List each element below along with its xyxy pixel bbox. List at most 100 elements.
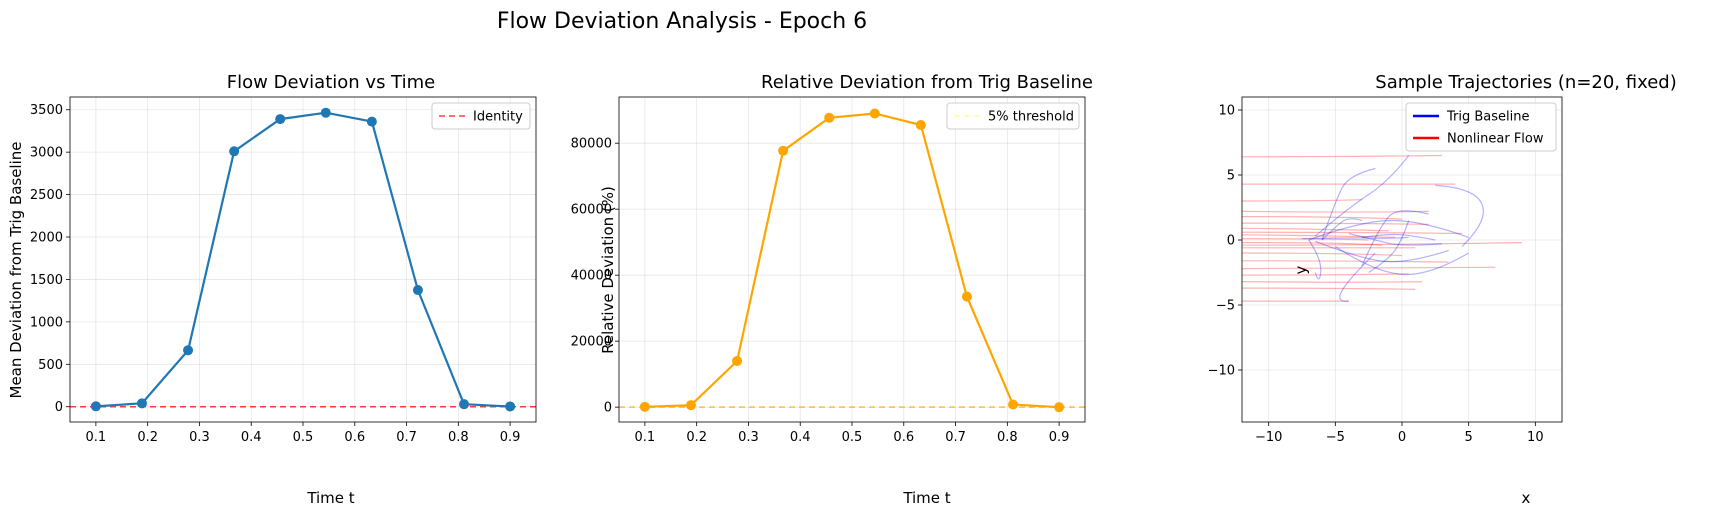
axes-frame — [69, 96, 537, 423]
trig-baseline-trajectory — [1308, 239, 1322, 280]
data-point — [90, 401, 101, 412]
trig-baseline-trajectory — [1315, 240, 1449, 263]
data-point — [136, 398, 147, 409]
x-tick-label: −10 — [1255, 430, 1282, 445]
nonlinear-flow-trajectory — [1242, 242, 1523, 246]
data-point — [961, 291, 972, 302]
y-tick-label: 1000 — [30, 315, 63, 330]
panel-relative-deviation: Relative Deviation from Trig Baseline Ti… — [571, 72, 1093, 507]
trig-baseline-trajectory — [1339, 252, 1376, 302]
data-point — [824, 112, 835, 123]
y-tick-label: 10 — [1218, 104, 1235, 119]
data-point — [778, 145, 789, 156]
data-point — [412, 285, 423, 296]
trig-baseline-trajectory — [1361, 233, 1436, 241]
y-axis-label: Relative Deviation (%) — [599, 186, 617, 354]
x-tick-label: 0.5 — [842, 430, 863, 445]
y-tick-label: 3500 — [30, 103, 63, 118]
nonlinear-flow-trajectory — [1242, 238, 1369, 241]
nonlinear-flow-trajectory — [1242, 234, 1396, 238]
x-tick-label: 0.2 — [686, 430, 707, 445]
figure-suptitle: Flow Deviation Analysis - Epoch 6 — [497, 9, 867, 34]
trig-baseline-trajectory — [1301, 236, 1409, 240]
x-tick-label: 0.8 — [448, 430, 469, 445]
legend-label: Nonlinear Flow — [1447, 132, 1544, 147]
data-point — [1008, 399, 1019, 410]
y-tick-label: 2000 — [30, 231, 63, 246]
data-point — [459, 399, 470, 410]
x-tick-label: 0.3 — [738, 430, 759, 445]
x-tick-label: 0.5 — [293, 430, 314, 445]
y-tick-label: 1500 — [30, 273, 63, 288]
x-tick-label: 0.8 — [997, 430, 1018, 445]
y-tick-label: 2500 — [30, 188, 63, 203]
x-tick-label: 0.9 — [500, 430, 521, 445]
data-point — [915, 120, 926, 131]
nonlinear-flow-trajectory — [1242, 281, 1423, 283]
x-tick-label: 0.7 — [945, 430, 966, 445]
y-tick-label: 3000 — [30, 146, 63, 161]
panel-flow-deviation: Flow Deviation vs Time Time t Mean Devia… — [7, 72, 537, 507]
nonlinear-flow-trajectory — [1242, 154, 1443, 158]
y-tick-label: 80000 — [571, 137, 612, 152]
data-point — [1054, 402, 1065, 413]
x-tick-label: 0.2 — [137, 430, 158, 445]
x-axis-label: x — [1522, 489, 1531, 507]
nonlinear-flow-trajectory — [1242, 216, 1403, 220]
data-point — [366, 116, 377, 127]
y-tick-label: 0 — [55, 400, 63, 415]
nonlinear-flow-trajectory — [1242, 210, 1429, 213]
data-point — [229, 146, 240, 157]
x-tick-label: 0.4 — [790, 430, 811, 445]
nonlinear-flow-trajectory — [1242, 242, 1383, 246]
nonlinear-flow-trajectory — [1242, 252, 1403, 257]
nonlinear-flow-trajectory — [1242, 266, 1496, 270]
legend — [1405, 102, 1557, 152]
panel-title: Flow Deviation vs Time — [227, 72, 435, 93]
nonlinear-flow-trajectory — [1242, 273, 1409, 276]
panel-sample-trajectories: Sample Trajectories (n=20, fixed) x y −1… — [1208, 72, 1677, 507]
trig-baseline-trajectory — [1314, 155, 1410, 237]
trig-baseline-trajectory — [1348, 232, 1443, 246]
series-line — [95, 111, 511, 408]
x-tick-label: 0.7 — [396, 430, 417, 445]
x-tick-label: −5 — [1326, 430, 1345, 445]
x-tick-label: 0.1 — [86, 430, 107, 445]
trig-baseline-trajectory — [1321, 167, 1376, 241]
y-tick-label: 40000 — [571, 269, 612, 284]
panel-title: Sample Trajectories (n=20, fixed) — [1375, 72, 1676, 93]
x-tick-label: 0 — [1398, 430, 1406, 445]
x-axis-label: Time t — [306, 489, 354, 507]
nonlinear-flow-trajectory — [1242, 222, 1429, 225]
x-tick-label: 0.9 — [1049, 430, 1070, 445]
y-tick-label: 0 — [1227, 234, 1235, 249]
legend-label: 5% threshold — [988, 110, 1074, 125]
data-point — [639, 401, 650, 412]
data-point — [685, 400, 696, 411]
nonlinear-flow-trajectory — [1242, 287, 1416, 290]
data-point — [869, 108, 880, 119]
data-point — [183, 345, 194, 356]
axes-frame — [1241, 96, 1563, 423]
legend — [946, 102, 1080, 130]
y-axis-label: Mean Deviation from Trig Baseline — [7, 141, 25, 398]
x-tick-label: 10 — [1527, 430, 1544, 445]
x-axis-label: Time t — [902, 489, 950, 507]
nonlinear-flow-trajectory — [1242, 260, 1449, 263]
trig-baseline-trajectory — [1334, 245, 1470, 276]
y-tick-label: 5 — [1227, 169, 1235, 184]
legend — [431, 102, 531, 130]
y-tick-label: −10 — [1208, 364, 1235, 379]
trig-baseline-trajectory — [1435, 184, 1484, 247]
legend-label: Trig Baseline — [1446, 110, 1530, 125]
trig-baseline-trajectory — [1368, 220, 1410, 274]
x-tick-label: 0.3 — [189, 430, 210, 445]
y-tick-label: 20000 — [571, 335, 612, 350]
y-tick-label: 0 — [604, 401, 612, 416]
trig-baseline-trajectory — [1361, 210, 1429, 267]
data-point — [505, 401, 516, 412]
trig-baseline-trajectory — [1308, 219, 1469, 241]
x-tick-label: 0.4 — [241, 430, 262, 445]
x-tick-label: 0.1 — [635, 430, 656, 445]
